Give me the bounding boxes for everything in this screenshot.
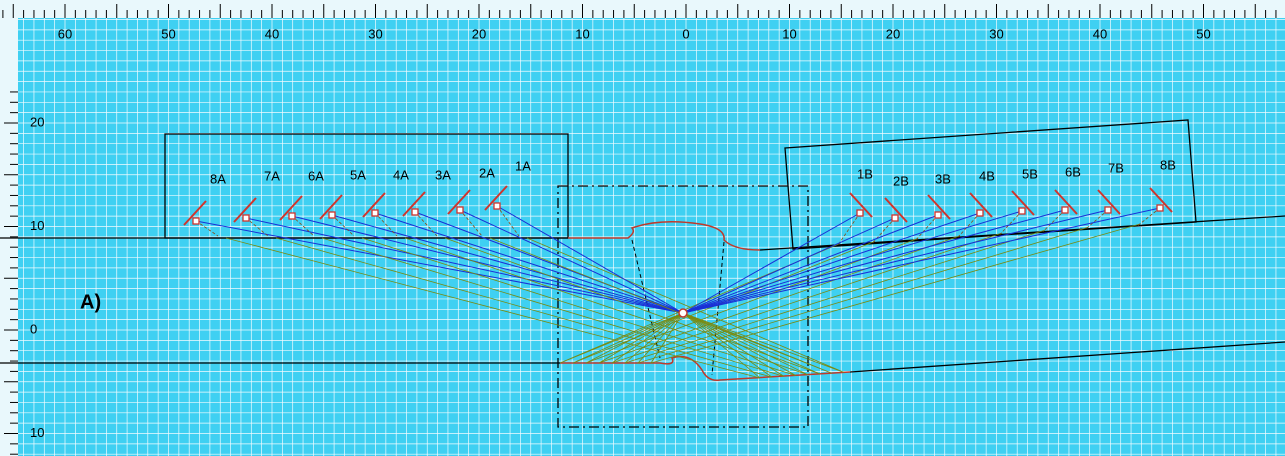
probe — [193, 218, 199, 224]
x-axis-label: 20 — [472, 26, 486, 41]
probe — [857, 210, 863, 216]
probe — [289, 213, 295, 219]
panel-label: A) — [80, 291, 101, 313]
probe — [372, 210, 378, 216]
x-axis-label: 50 — [1196, 26, 1210, 41]
y-axis-label: 20 — [30, 114, 44, 129]
x-axis-label: 10 — [575, 26, 589, 41]
probe — [494, 203, 500, 209]
probe — [892, 215, 898, 221]
probe — [243, 215, 249, 221]
x-axis-label: 20 — [886, 26, 900, 41]
probe-label: 4B — [979, 168, 995, 183]
x-axis-label: 10 — [782, 26, 796, 41]
probe-label: 4A — [393, 167, 409, 182]
focal-point — [679, 309, 687, 317]
x-axis-label: 50 — [161, 26, 175, 41]
probe-label: 1B — [857, 166, 873, 181]
probe-label: 8B — [1160, 157, 1176, 172]
probe — [329, 212, 335, 218]
probe — [1157, 205, 1163, 211]
x-axis-label: 30 — [368, 26, 382, 41]
probe-label: 3B — [935, 171, 951, 186]
left-ruler — [0, 0, 18, 456]
probe — [935, 212, 941, 218]
x-axis-label: 40 — [265, 26, 279, 41]
x-axis-label: 0 — [682, 26, 689, 41]
probe-label: 2A — [479, 165, 495, 180]
probe — [977, 210, 983, 216]
probe — [1019, 208, 1025, 214]
page: A) 60 50 40 30 20 10 0 10 20 30 40 50 20 10 0 10 8A 7A 6A 5… — [0, 0, 1285, 456]
diagram: A) 60 50 40 30 20 10 0 10 20 30 40 50 20 10 0 10 8A 7A 6A 5… — [0, 0, 1285, 456]
probe — [457, 207, 463, 213]
probe-label: 3A — [435, 167, 451, 182]
probe-label: 6A — [308, 168, 324, 183]
probe-label: 1A — [515, 158, 531, 173]
probe — [1062, 207, 1068, 213]
probe-label: 2B — [893, 173, 909, 188]
probe-label: 6B — [1065, 164, 1081, 179]
top-ruler — [0, 0, 1285, 18]
probe-label: 7B — [1108, 160, 1124, 175]
probe-label: 5A — [350, 167, 366, 182]
x-axis-label: 60 — [58, 26, 72, 41]
probe-label: 7A — [264, 168, 280, 183]
y-axis-label: 10 — [30, 218, 44, 233]
y-axis-label: 0 — [30, 321, 37, 336]
probe-label: 5B — [1022, 166, 1038, 181]
probe — [1105, 207, 1111, 213]
probe — [412, 209, 418, 215]
x-axis-label: 30 — [989, 26, 1003, 41]
probe-label: 8A — [210, 171, 226, 186]
y-axis-label: 10 — [30, 425, 44, 440]
x-axis-label: 40 — [1093, 26, 1107, 41]
